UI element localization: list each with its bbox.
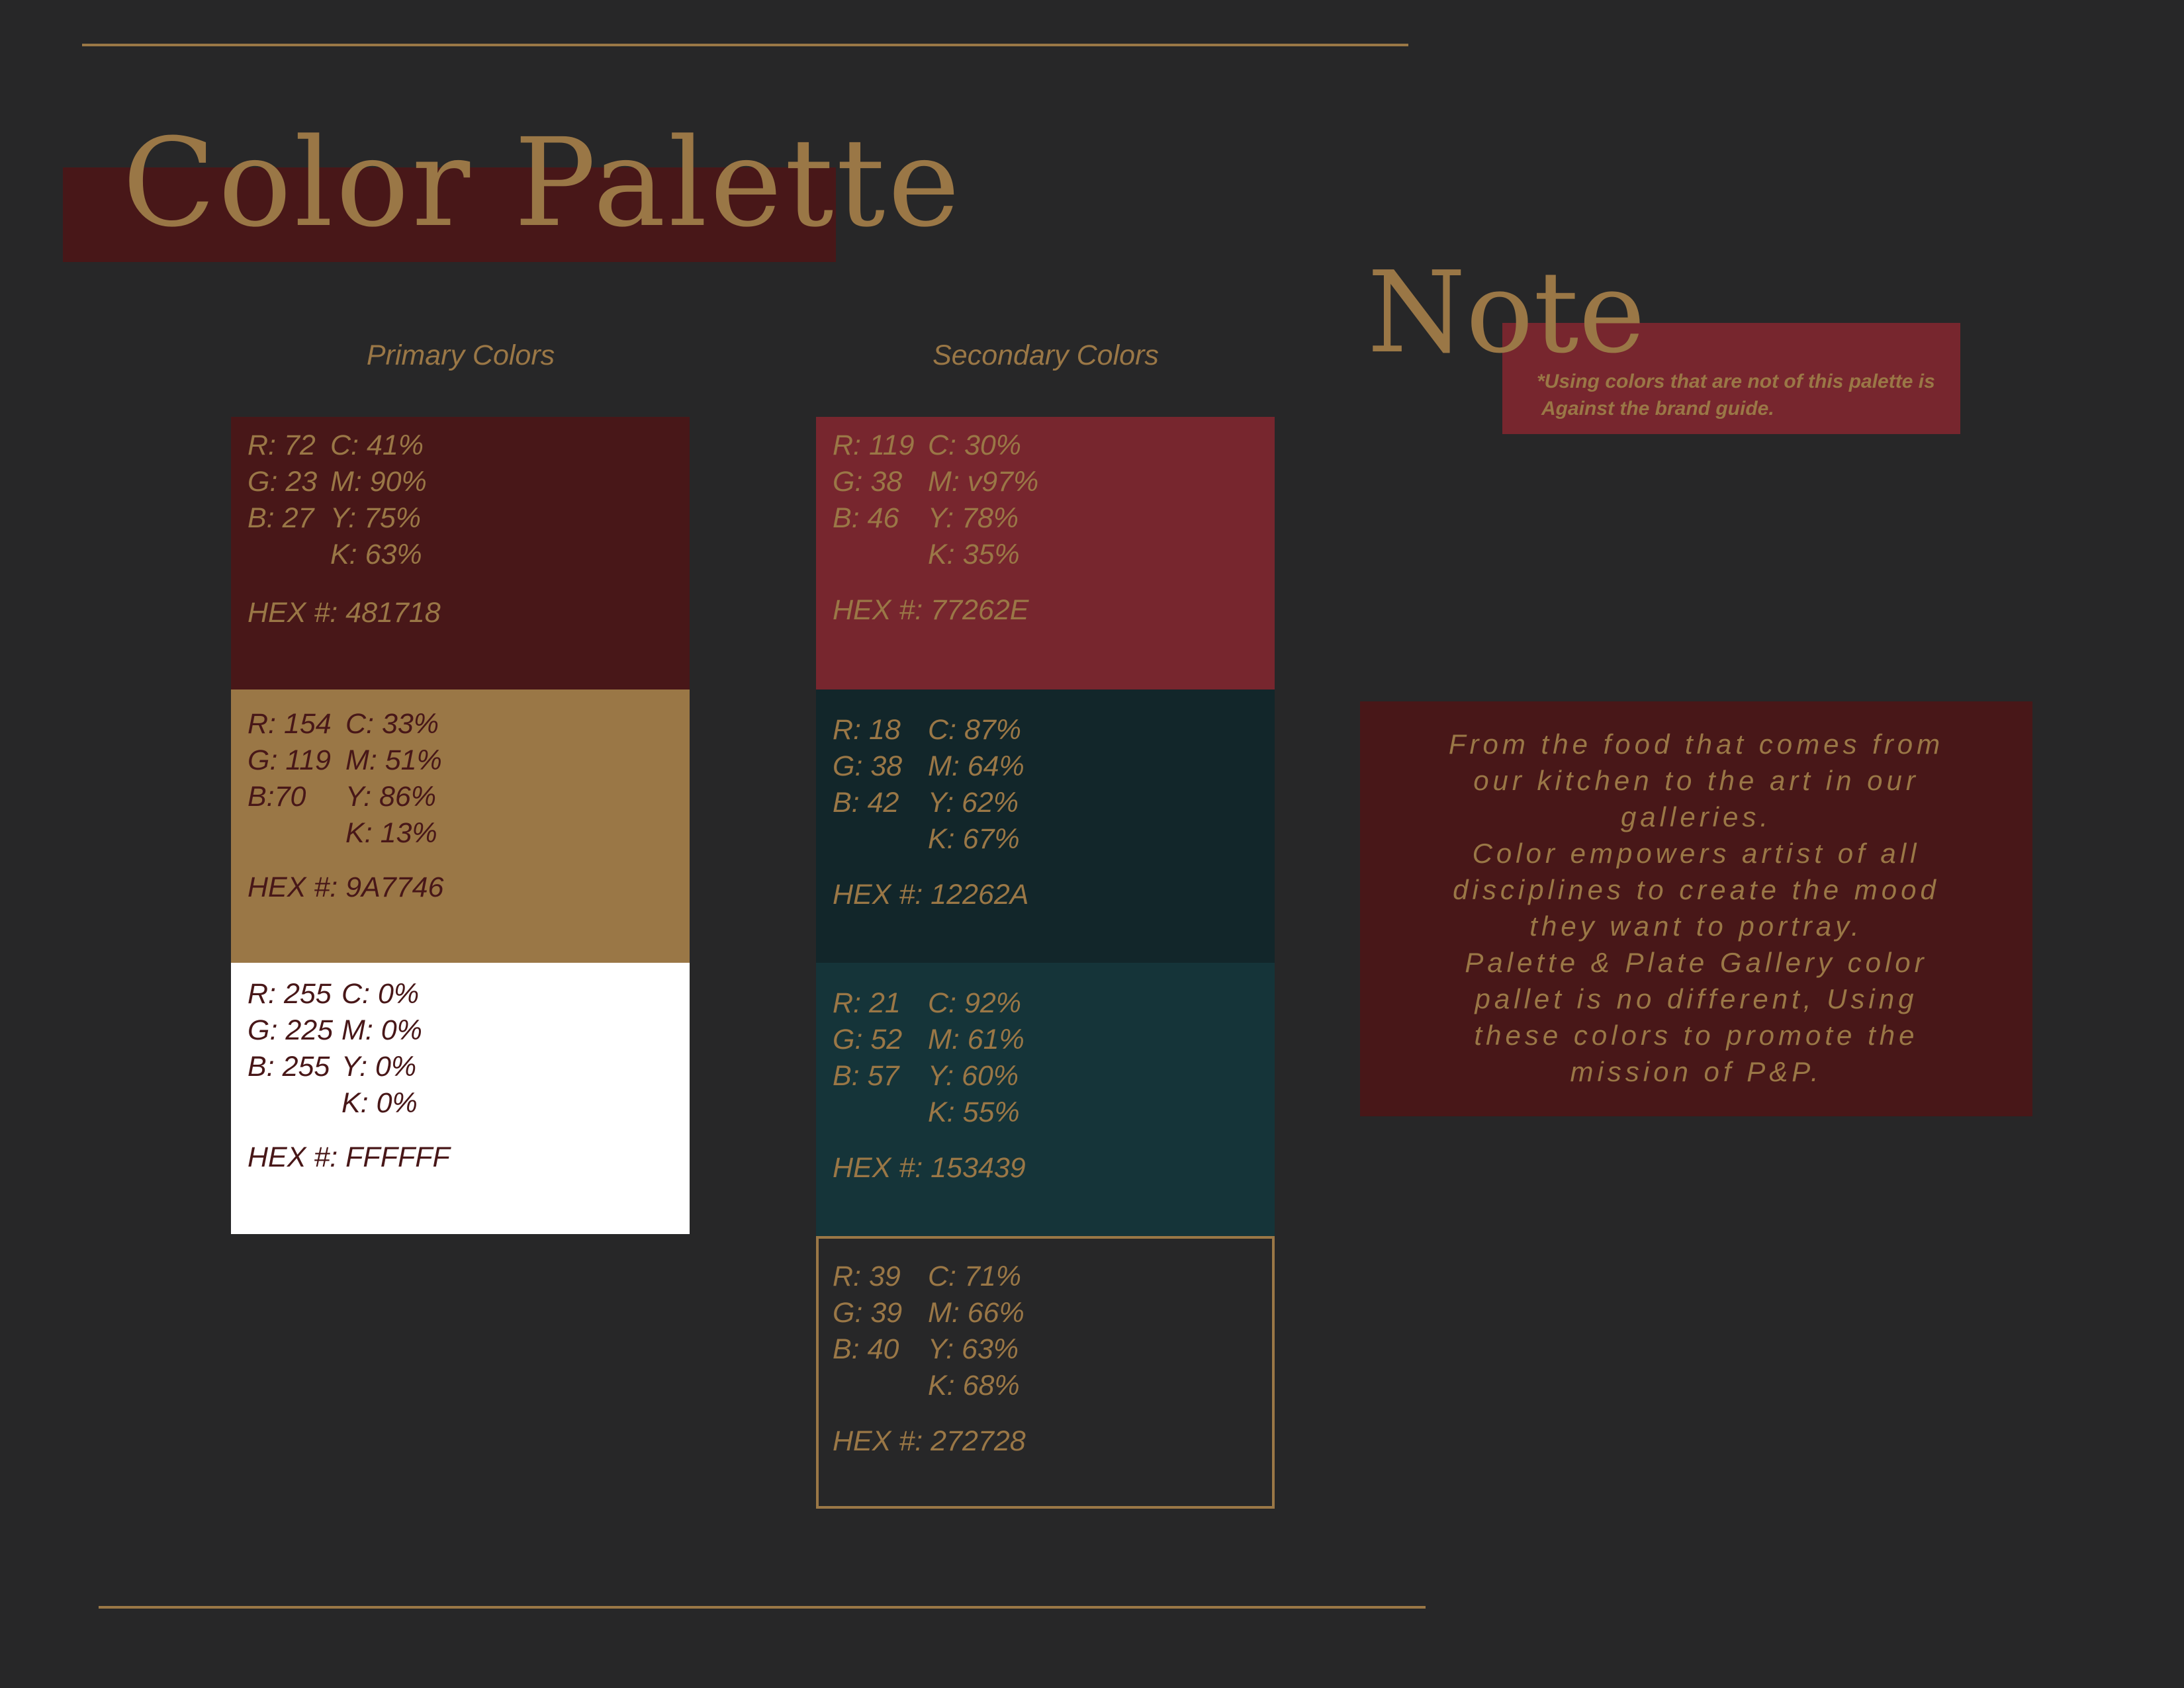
- swatch-secondary-12262a: R: 18 C: 87% G: 38 M: 64% B: 42 Y: 62% K: 6…: [816, 689, 1275, 963]
- top-rule: [82, 44, 1408, 46]
- hex-value: HEX #: FFFFFF: [248, 1141, 450, 1173]
- cmyk-c: C: 87%: [928, 714, 1022, 746]
- cmyk-m: M: 66%: [928, 1297, 1024, 1329]
- cmyk-y: Y: 63%: [928, 1333, 1019, 1365]
- statement-line: Palette & Plate Gallery color: [1465, 947, 1928, 978]
- note-text: *Using colors that are not of this palet…: [1537, 368, 1935, 422]
- cmyk-y: Y: 75%: [330, 502, 422, 534]
- cmyk-k: K: 67%: [928, 823, 1020, 855]
- swatch-values: R: 72 C: 41% G: 23 M: 90% B: 27 Y: 75% K: 6…: [248, 427, 427, 573]
- note-line: *Using colors that are not of this palet…: [1537, 371, 1935, 392]
- swatch-values: R: 154 C: 33% G: 119 M: 51% B:70 Y: 86% K: …: [248, 706, 442, 852]
- swatch-secondary-272728: R: 39 C: 71% G: 39 M: 66% B: 40 Y: 63% K: 6…: [816, 1236, 1275, 1509]
- cmyk-y: Y: 0%: [341, 1051, 417, 1083]
- cmyk-c: C: 41%: [330, 429, 424, 461]
- hex-value: HEX #: 77262E: [833, 594, 1029, 626]
- swatch-primary-9a7746: R: 154 C: 33% G: 119 M: 51% B:70 Y: 86% K: …: [231, 689, 690, 963]
- rgb-r: R: 39: [833, 1261, 901, 1292]
- statement-line: pallet is no different, Using: [1475, 983, 1918, 1014]
- cmyk-c: C: 33%: [345, 708, 439, 740]
- note-line: Against the brand guide.: [1541, 398, 1774, 420]
- secondary-colors-heading: Secondary Colors: [933, 339, 1159, 371]
- rgb-g: G: 38: [833, 750, 903, 782]
- bottom-rule: [99, 1606, 1426, 1609]
- swatch-values: R: 18 C: 87% G: 38 M: 64% B: 42 Y: 62% K: 6…: [833, 712, 1024, 858]
- rgb-r: R: 72: [248, 429, 316, 461]
- hex-value: HEX #: 481718: [248, 597, 441, 629]
- cmyk-m: M: 64%: [928, 750, 1024, 782]
- rgb-g: G: 119: [248, 744, 331, 776]
- statement-line: our kitchen to the art in our: [1473, 765, 1919, 796]
- rgb-b: B:70: [248, 781, 306, 813]
- rgb-b: B: 42: [833, 787, 899, 819]
- note-highlight: [1502, 323, 1960, 434]
- swatch-values: R: 119 C: 30% G: 38 M: v97% B: 46 Y: 78% K:…: [833, 427, 1038, 573]
- swatch-secondary-77262e: R: 119 C: 30% G: 38 M: v97% B: 46 Y: 78% K:…: [816, 417, 1275, 689]
- rgb-b: B: 255: [248, 1051, 330, 1083]
- note-title: Note: [1367, 247, 1646, 378]
- rgb-g: G: 52: [833, 1024, 903, 1055]
- cmyk-c: C: 30%: [928, 429, 1022, 461]
- cmyk-k: K: 68%: [928, 1370, 1020, 1401]
- cmyk-y: Y: 86%: [345, 781, 437, 813]
- cmyk-y: Y: 78%: [928, 502, 1019, 534]
- cmyk-y: Y: 60%: [928, 1060, 1019, 1092]
- cmyk-k: K: 0%: [341, 1087, 418, 1119]
- rgb-b: B: 40: [833, 1333, 899, 1365]
- swatch-secondary-153439: R: 21 C: 92% G: 52 M: 61% B: 57 Y: 60% K: 5…: [816, 963, 1275, 1236]
- swatch-primary-ffffff: R: 255 C: 0% G: 225 M: 0% B: 255 Y: 0% K: 0…: [231, 963, 690, 1234]
- statement-line: From the food that comes from: [1448, 729, 1944, 760]
- rgb-g: G: 225: [248, 1014, 334, 1046]
- hex-value: HEX #: 153439: [833, 1152, 1026, 1184]
- rgb-g: G: 39: [833, 1297, 903, 1329]
- rgb-empty: [248, 537, 330, 573]
- page-title: Color Palette: [122, 112, 963, 254]
- statement-line: galleries.: [1620, 801, 1772, 832]
- hex-value: HEX #: 9A7746: [248, 871, 444, 903]
- cmyk-m: M: 0%: [341, 1014, 422, 1046]
- rgb-r: R: 154: [248, 708, 332, 740]
- cmyk-k: K: 35%: [928, 539, 1020, 570]
- primary-colors-heading: Primary Colors: [366, 339, 555, 371]
- cmyk-m: M: 61%: [928, 1024, 1024, 1055]
- rgb-b: B: 57: [833, 1060, 899, 1092]
- statement-line: they want to portray.: [1529, 911, 1863, 942]
- rgb-b: B: 46: [833, 502, 899, 534]
- cmyk-k: K: 13%: [345, 817, 437, 849]
- rgb-empty: [833, 537, 928, 573]
- rgb-b: B: 27: [248, 502, 314, 534]
- rgb-r: R: 119: [833, 429, 915, 461]
- swatch-values: R: 39 C: 71% G: 39 M: 66% B: 40 Y: 63% K: 6…: [833, 1259, 1024, 1404]
- statement-line: disciplines to create the mood: [1453, 874, 1940, 905]
- statement-line: mission of P&P.: [1570, 1056, 1823, 1087]
- cmyk-c: C: 0%: [341, 978, 420, 1010]
- cmyk-k: K: 63%: [330, 539, 422, 570]
- statement-line: these colors to promote the: [1474, 1020, 1919, 1051]
- title-highlight: [63, 167, 836, 262]
- rgb-empty: [833, 1094, 928, 1131]
- rgb-empty: [833, 1368, 928, 1404]
- cmyk-k: K: 55%: [928, 1096, 1020, 1128]
- rgb-r: R: 18: [833, 714, 901, 746]
- swatch-values: R: 21 C: 92% G: 52 M: 61% B: 57 Y: 60% K: 5…: [833, 985, 1024, 1131]
- cmyk-c: C: 71%: [928, 1261, 1022, 1292]
- swatch-primary-481718: R: 72 C: 41% G: 23 M: 90% B: 27 Y: 75% K: 6…: [231, 417, 690, 689]
- cmyk-m: M: 51%: [345, 744, 442, 776]
- rgb-g: G: 23: [248, 466, 318, 498]
- cmyk-m: M: v97%: [928, 466, 1039, 498]
- cmyk-m: M: 90%: [330, 466, 427, 498]
- swatch-values: R: 255 C: 0% G: 225 M: 0% B: 255 Y: 0% K: 0…: [248, 976, 422, 1122]
- rgb-r: R: 21: [833, 987, 901, 1019]
- hex-value: HEX #: 12262A: [833, 879, 1029, 911]
- rgb-r: R: 255: [248, 978, 332, 1010]
- brand-statement: From the food that comes from our kitche…: [1360, 701, 2032, 1116]
- cmyk-c: C: 92%: [928, 987, 1022, 1019]
- rgb-g: G: 38: [833, 466, 903, 498]
- rgb-empty: [833, 821, 928, 858]
- hex-value: HEX #: 272728: [833, 1425, 1026, 1457]
- rgb-empty: [248, 1085, 341, 1122]
- statement-line: Color empowers artist of all: [1472, 838, 1921, 869]
- rgb-empty: [248, 815, 345, 852]
- cmyk-y: Y: 62%: [928, 787, 1019, 819]
